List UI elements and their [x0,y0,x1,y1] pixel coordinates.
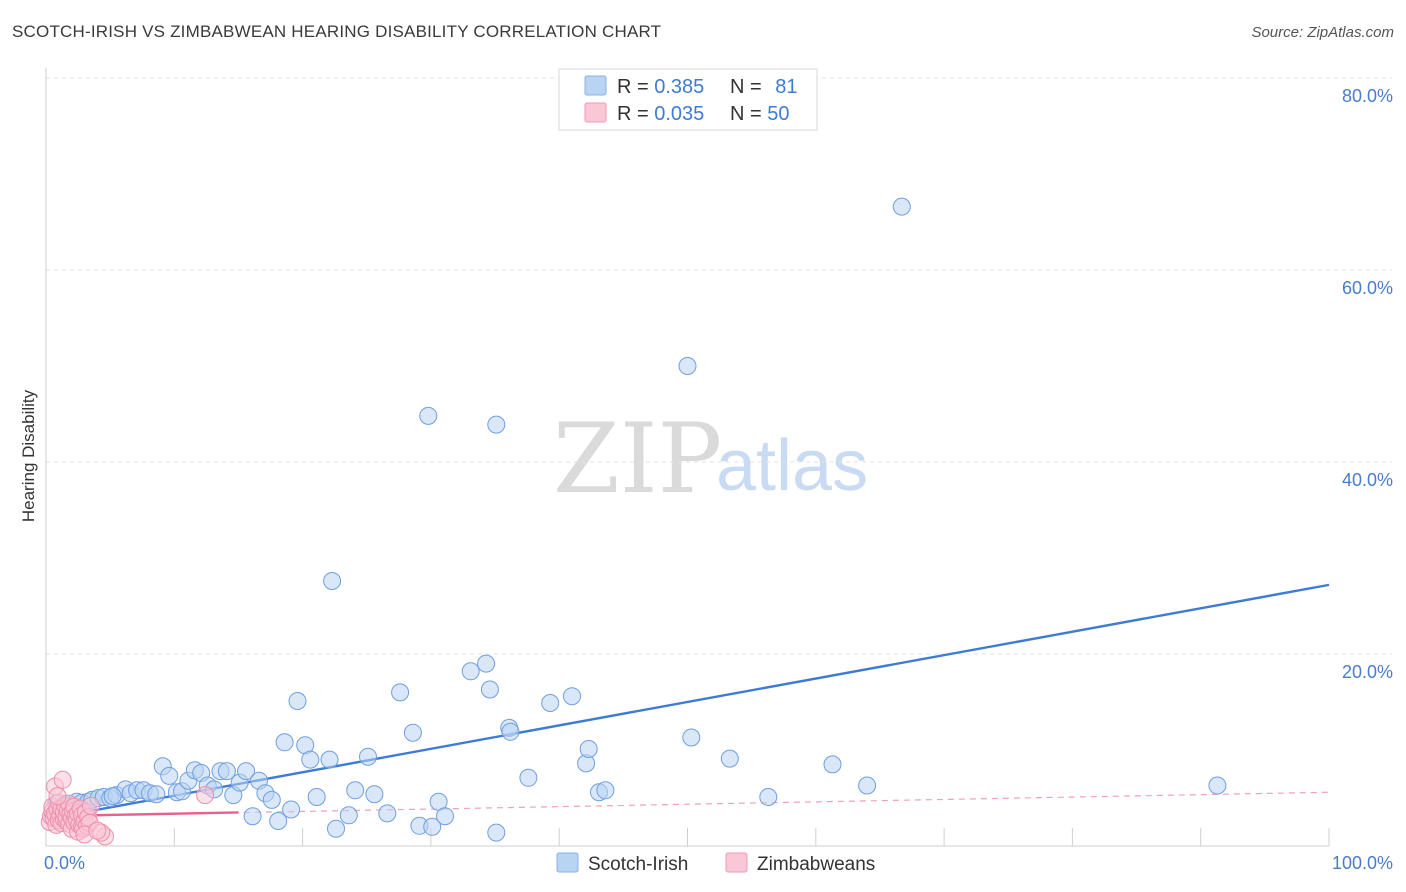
x-tick-label-0: 0.0% [44,853,85,873]
legend-r-value-1: 0.385 [654,76,704,98]
scotch-irish-point-66 [541,694,560,712]
scotch-irish-point-79 [1208,776,1227,795]
scotch-irish-point-19 [160,766,179,785]
scotch-irish-point-76 [823,755,842,774]
scotch-irish-point-80 [103,787,122,806]
y-tick-label-2: 60.0% [1342,278,1393,298]
scotch-irish-point-42 [307,788,326,806]
scotch-irish-point-55 [423,817,442,836]
bottom-legend-swatch-scotch-irish [556,852,579,873]
zimbabweans-point-48 [196,786,215,805]
scotch-irish-point-77 [858,776,877,795]
scotch-irish-point-32 [243,807,262,826]
scotch-irish-point-39 [288,692,307,710]
gridlines [46,77,1392,655]
scotch-irish-point-75 [759,788,778,806]
watermark-atlas: atlas [716,426,868,506]
scotch-irish-point-73 [682,728,701,747]
scotch-irish-point-38 [282,800,301,819]
legend-swatch-zimbabweans [584,102,607,123]
legend-r-value-2: 0.035 [654,103,704,125]
scotch-irish-point-41 [301,750,320,769]
scotch-irish-point-54 [419,406,438,425]
scotch-irish-point-50 [378,804,397,823]
scotch-irish-point-67 [563,687,581,706]
zimbabweans-point-47 [88,821,107,840]
scotch-irish-point-36 [269,812,288,830]
scotch-irish-point-72 [678,357,697,375]
svg-text:R = 0.385: R = 0.385 [617,76,704,98]
bottom-legend-swatch-zimbabweans [725,852,748,873]
series-legend: Scotch-Irish Zimbabweans [556,852,875,875]
bottom-legend-label-zimbabweans: Zimbabweans [757,854,875,875]
scotch-irish-point-35 [262,790,281,809]
scotch-irish-point-62 [487,823,506,842]
svg-text:N = 50: N = 50 [730,103,790,125]
bottom-legend-label-scotch-irish: Scotch-Irish [588,854,688,875]
scotch-irish-point-64 [501,722,520,741]
scotch-irish-point-58 [461,662,480,681]
y-tick-label-1: 40.0% [1342,470,1393,490]
tick-labels: 20.0% 40.0% 60.0% 80.0% 0.0% 100.0% [44,86,1393,873]
zimbabweans-point-49 [48,787,67,806]
scotch-irish-point-57 [436,807,454,826]
scotch-irish-point-69 [579,740,598,758]
scotch-irish-point-51 [391,683,410,702]
chart-title: SCOTCH-IRISH VS ZIMBABWEAN HEARING DISAB… [12,22,662,41]
svg-text:N = 81: N = 81 [730,76,798,98]
zimbabweans-point-14 [53,770,72,789]
scotch-irish-point-46 [339,806,358,825]
legend-n-label-2: N = [730,103,767,125]
y-axis-title: Hearing Disability [19,389,38,522]
scotch-irish-point-44 [327,819,345,838]
svg-text:R = 0.035: R = 0.035 [617,103,704,125]
source-label: Source: ZipAtlas.com [1251,24,1394,41]
y-tick-label-0: 20.0% [1342,662,1393,682]
scotch-irish-point-47 [346,781,365,800]
legend-n-value-1: 81 [775,76,797,98]
legend-swatch-scotch-irish [584,75,607,96]
zimbabweans-point-43 [81,796,100,815]
scotch-irish-point-71 [596,781,615,800]
legend-r-label-2: R = [617,103,654,125]
y-tick-label-3: 80.0% [1342,86,1393,106]
scotch-irish-point-52 [403,723,422,742]
watermark: ZIP atlas [553,403,868,515]
scotch-irish-point-45 [323,572,342,590]
scotch-irish-point-65 [519,768,538,787]
scotch-irish-point-37 [275,733,294,752]
scotch-irish-point-78 [892,197,911,216]
scotch-irish-point-60 [480,680,499,699]
data-points [40,197,1227,846]
x-tick-label-1: 100.0% [1332,853,1393,873]
legend-n-label-1: N = [730,76,767,98]
legend-r-label-1: R = [617,76,654,98]
scotch-irish-point-59 [477,654,496,673]
scotch-irish-point-61 [487,415,506,434]
scotch-irish-point-74 [720,749,739,768]
scotch-irish-point-28 [217,762,236,781]
correlation-legend: R = 0.385 N = 81 R = 0.035 N = 50 [558,68,818,131]
watermark-zip: ZIP [553,403,722,515]
scotch-irish-point-17 [147,785,166,804]
scotch-irish-point-48 [359,747,377,766]
scotch-irish-point-31 [237,762,256,781]
scotch-irish-point-43 [320,750,339,769]
legend-n-value-2: 50 [767,103,789,125]
scotch-irish-point-49 [365,785,384,804]
